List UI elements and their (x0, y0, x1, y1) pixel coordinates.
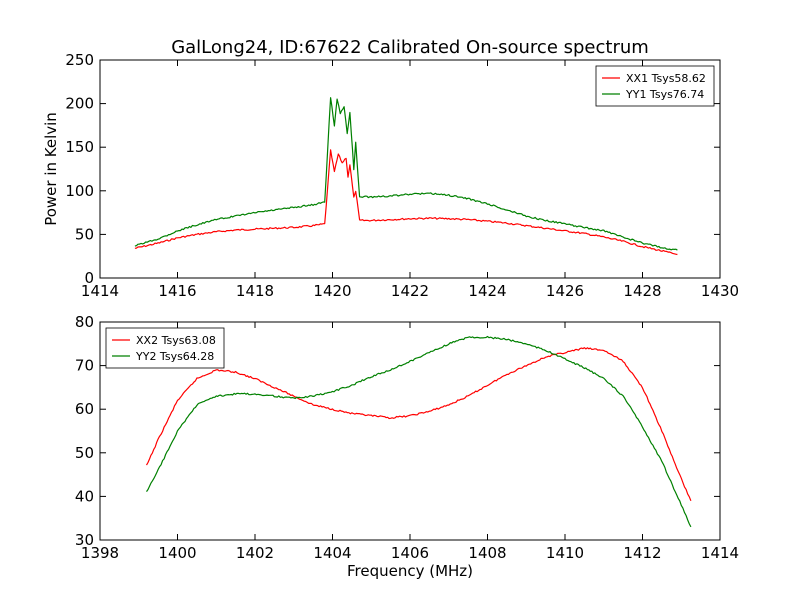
x-tick-label: 1428 (623, 282, 661, 300)
x-tick-label: 1404 (313, 544, 351, 562)
y-tick-label: 250 (65, 51, 94, 69)
x-tick-label: 1426 (546, 282, 584, 300)
x-tick-label: 1402 (236, 544, 274, 562)
y-tick-label: 100 (65, 182, 94, 200)
legend: XX1 Tsys58.62 YY1 Tsys76.74 (595, 65, 715, 107)
y-tick-label: 0 (84, 269, 94, 287)
x-tick-label: 1406 (391, 544, 429, 562)
x-tick-label: 1414 (701, 544, 739, 562)
series-line-yy1 (134, 97, 678, 251)
y-axis-label: Power in Kelvin (42, 112, 60, 226)
series-line-xx1 (134, 149, 678, 256)
y-tick-label: 70 (75, 357, 94, 375)
x-tick-label: 1424 (468, 282, 506, 300)
legend-label: XX1 Tsys58.62 (626, 72, 706, 85)
y-tick-label: 40 (75, 487, 94, 505)
x-tick-label: 1430 (701, 282, 739, 300)
figure-title: GalLong24, ID:67622 Calibrated On-source… (171, 37, 649, 58)
x-tick-label: 1420 (313, 282, 351, 300)
y-tick-label: 50 (75, 225, 94, 243)
y-tick-label: 200 (65, 95, 94, 113)
legend-box (105, 327, 225, 369)
legend-box (595, 65, 715, 107)
legend-label: YY1 Tsys76.74 (625, 88, 704, 101)
y-tick-label: 150 (65, 138, 94, 156)
y-tick-label: 30 (75, 531, 94, 549)
x-tick-label: 1398 (81, 544, 119, 562)
x-tick-label: 1418 (236, 282, 274, 300)
y-tick-label: 80 (75, 313, 94, 331)
chart-panels: 1414 1416 1418 1420 1422 1424 1426 1428 14300501… (42, 51, 739, 580)
x-axis-label: Frequency (MHz) (347, 562, 473, 580)
legend: XX2 Tsys63.08 YY2 Tsys64.28 (105, 327, 225, 369)
x-tick-label: 1410 (546, 544, 584, 562)
series-line-yy2 (146, 335, 692, 528)
chart-panel-1: 1414 1416 1418 1420 1422 1424 1426 1428 1430 0 50 1… (42, 51, 739, 300)
legend-label: YY2 Tsys64.28 (135, 350, 214, 363)
x-tick-label: 1400 (158, 544, 196, 562)
x-tick-label: 1408 (468, 544, 506, 562)
x-tick-label: 1416 (158, 282, 196, 300)
x-tick-label: 1414 (81, 282, 119, 300)
legend-label: XX2 Tsys63.08 (136, 334, 216, 347)
y-tick-label: 50 (75, 444, 94, 462)
x-tick-label: 1422 (391, 282, 429, 300)
y-tick-label: 60 (75, 400, 94, 418)
chart-panel-2: 1398 1400 1402 1404 1406 1408 1410 1412 1414 30 40… (75, 313, 739, 580)
x-tick-label: 1412 (623, 544, 661, 562)
series-line-xx2 (145, 347, 692, 502)
